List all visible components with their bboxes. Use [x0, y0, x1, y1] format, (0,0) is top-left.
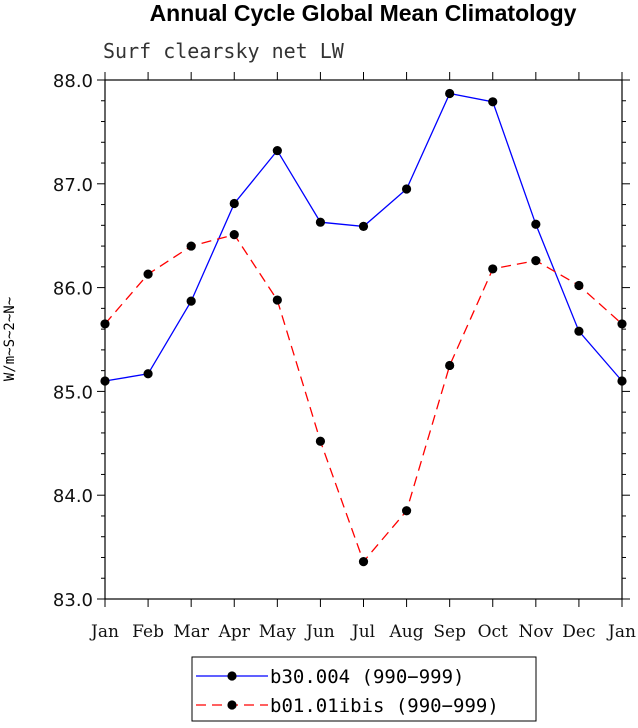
series-1-point [401, 184, 412, 194]
x-tick-label: Aug [389, 622, 424, 642]
series-1-point [574, 326, 584, 336]
series-2-point [315, 436, 326, 446]
x-tick-label: Nov [518, 622, 553, 642]
series-1-point [186, 296, 196, 306]
series-2-point [531, 256, 541, 266]
y-tick-label: 87.0 [53, 175, 93, 196]
y-tick-label: 86.0 [53, 279, 93, 300]
x-tick-label: May [259, 622, 297, 642]
plot-frame [104, 79, 623, 600]
x-tick-label: Apr [218, 622, 251, 642]
x-tick-label: Oct [478, 622, 508, 642]
series-2-point [229, 230, 239, 240]
series-1-point [445, 88, 455, 99]
chart-title: Annual Cycle Global Mean Climatology [150, 0, 577, 26]
series-2-point [617, 319, 627, 329]
axis-ticks: 83.0 84.0 85.0 86.0 87.0 88.0 Jan Feb Mar Apr May J… [53, 71, 636, 642]
y-axis-label: W/m~S~2~N~ [2, 297, 18, 381]
series-1-point [315, 217, 326, 227]
x-tick-label: Mar [173, 622, 210, 642]
legend-marker-1 [227, 671, 237, 681]
y-tick-label: 84.0 [53, 486, 93, 507]
x-tick-label: Jan [606, 622, 636, 642]
x-tick-label: Jan [89, 622, 119, 642]
legend-label-2: b01.01ibis (990−999) [270, 695, 499, 717]
chart-subtitle: Surf clearsky net LW [103, 39, 345, 63]
legend: b30.004 (990−999) b01.01ibis (990−999) [191, 656, 537, 722]
series-1-point [531, 219, 541, 229]
series-2-point [272, 295, 282, 305]
series-1-point [143, 369, 153, 379]
x-tick-label: Sep [433, 622, 466, 642]
x-tick-label: Jul [350, 622, 375, 642]
series-line-1 [104, 92, 623, 382]
series-1-point [100, 376, 110, 386]
series-1-point [488, 97, 498, 107]
series-1-point [229, 198, 239, 209]
y-tick-label: 88.0 [53, 71, 93, 92]
legend-label-1: b30.004 (990−999) [270, 666, 464, 688]
series-1-point [272, 145, 282, 156]
legend-marker-2 [227, 700, 237, 710]
legend-box [191, 656, 537, 722]
series-2-point [401, 506, 412, 516]
y-tick-label: 83.0 [53, 590, 93, 611]
series-2-point [100, 319, 110, 329]
x-tick-label: Dec [562, 622, 595, 642]
x-tick-label: Feb [132, 622, 164, 642]
y-tick-label: 85.0 [53, 382, 93, 403]
series-layer [100, 88, 627, 567]
series-2-point [358, 557, 369, 567]
series-line-2 [104, 233, 623, 563]
series-1-point [358, 221, 369, 231]
series-1-point [617, 376, 627, 386]
series-2-point [186, 241, 196, 251]
series-2-point [574, 280, 584, 291]
series-2-point [445, 360, 455, 371]
x-tick-label: Jun [304, 622, 335, 642]
series-2-point [143, 269, 153, 279]
series-2-point [488, 264, 498, 274]
